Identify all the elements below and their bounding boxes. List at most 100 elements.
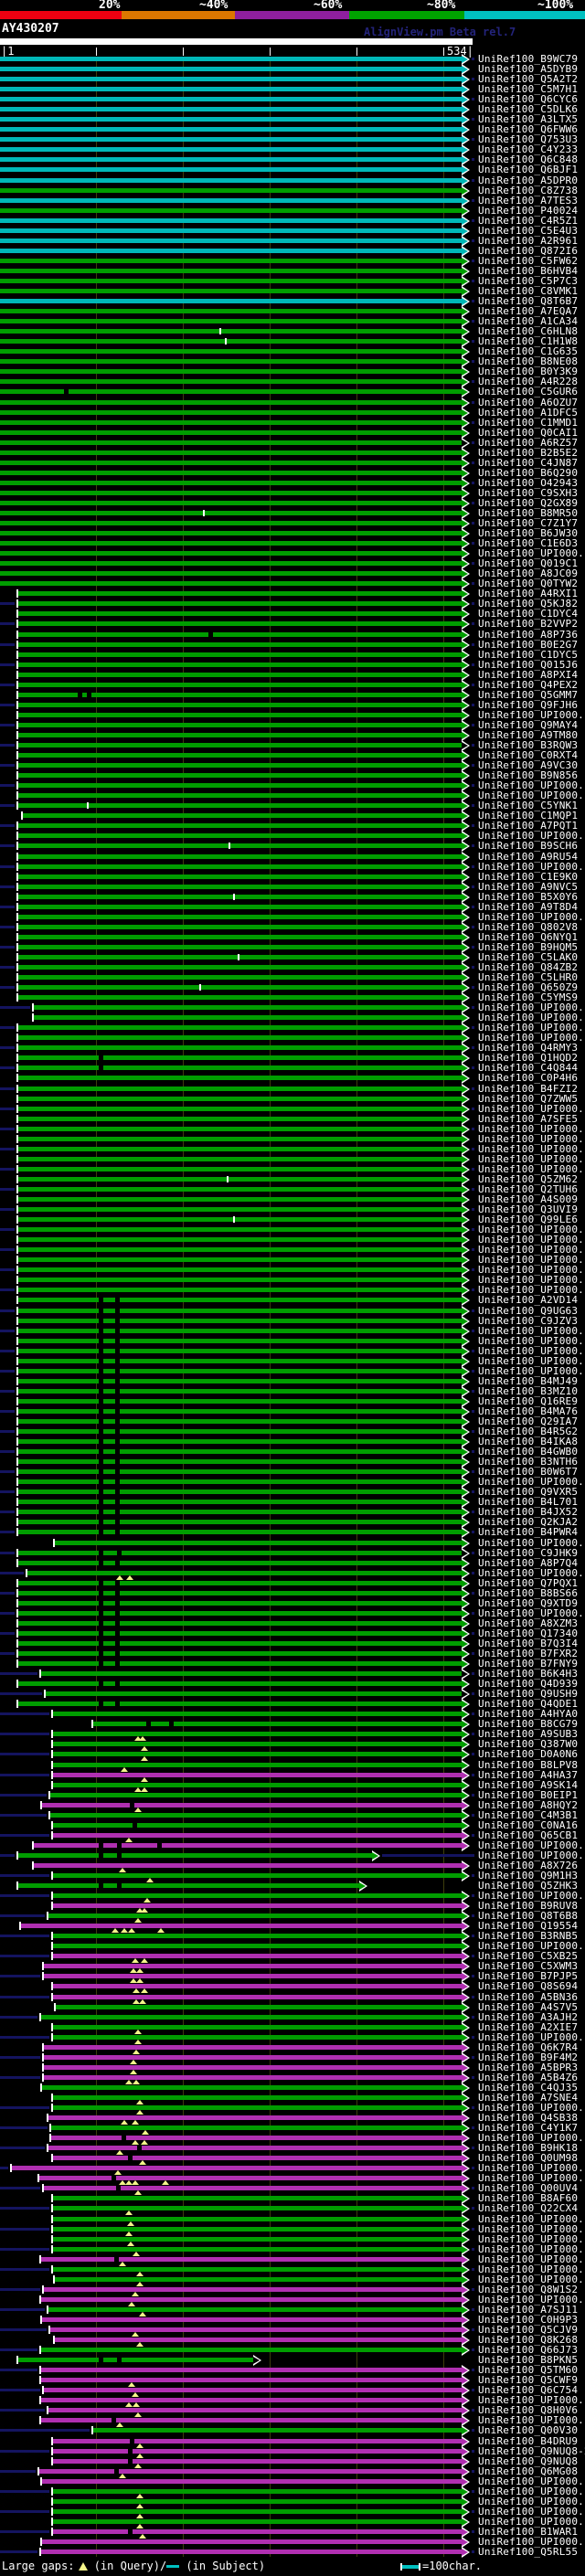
- hit-bar[interactable]: [0, 491, 462, 495]
- hit-label[interactable]: UniRef100_Q99LE6: [478, 1214, 579, 1225]
- hit-label[interactable]: UniRef100_C1MQP1: [478, 810, 579, 822]
- hit-bar[interactable]: [18, 1581, 462, 1585]
- hit-bar[interactable]: [18, 773, 462, 778]
- hit-bar[interactable]: [53, 1984, 462, 1988]
- hit-label[interactable]: UniRef100_C4JN87: [478, 457, 579, 469]
- hit-label[interactable]: UniRef100_Q0UM98: [478, 2152, 579, 2164]
- hit-label[interactable]: UniRef100_C9JHK9: [478, 1547, 579, 1559]
- hit-bar[interactable]: [18, 1025, 462, 1030]
- hit-bar[interactable]: [18, 945, 462, 949]
- hit-bar[interactable]: [0, 87, 462, 91]
- hit-label[interactable]: UniRef100_Q4D939: [478, 1678, 579, 1690]
- hit-bar[interactable]: [0, 107, 462, 111]
- hit-bar[interactable]: [53, 1995, 462, 1999]
- hit-label[interactable]: UniRef100_C1MMD1: [478, 417, 579, 429]
- hit-bar[interactable]: [53, 2237, 462, 2242]
- hit-bar[interactable]: [18, 1853, 372, 1858]
- hit-bar[interactable]: [18, 1369, 462, 1373]
- hit-bar[interactable]: [53, 2439, 462, 2443]
- hit-label[interactable]: UniRef100_A9SUB3: [478, 1728, 579, 1740]
- hit-label[interactable]: UniRef100_UPI000..: [478, 1850, 585, 1861]
- hit-bar[interactable]: [18, 1298, 462, 1302]
- hit-bar[interactable]: [0, 461, 462, 465]
- hit-bar[interactable]: [18, 2358, 253, 2362]
- hit-label[interactable]: UniRef100_B9F4M2: [478, 2051, 579, 2063]
- hit-label[interactable]: UniRef100_UPI000..: [478, 1345, 585, 1357]
- hit-label[interactable]: UniRef100_Q66J73: [478, 2344, 579, 2356]
- hit-bar[interactable]: [18, 1489, 462, 1494]
- hit-bar[interactable]: [18, 713, 462, 717]
- hit-label[interactable]: UniRef100_UPI000..: [478, 2223, 585, 2235]
- hit-label[interactable]: UniRef100_UPI000..: [478, 1224, 585, 1235]
- hit-bar[interactable]: [18, 1147, 462, 1151]
- hit-bar[interactable]: [0, 67, 462, 71]
- hit-label[interactable]: UniRef100_A9VC30: [478, 759, 579, 771]
- hit-bar[interactable]: [18, 1076, 462, 1080]
- hit-bar[interactable]: [18, 763, 462, 768]
- hit-bar[interactable]: [44, 2388, 462, 2392]
- hit-bar[interactable]: [51, 2125, 462, 2130]
- hit-label[interactable]: UniRef100_Q872I6: [478, 245, 579, 257]
- hit-label[interactable]: UniRef100_Q650Z9: [478, 981, 579, 993]
- hit-bar[interactable]: [18, 621, 462, 626]
- hit-bar[interactable]: [18, 1237, 462, 1242]
- hit-label[interactable]: UniRef100_Q84ZB2: [478, 961, 579, 973]
- hit-label[interactable]: UniRef100_Q9M1H3: [478, 1870, 579, 1882]
- hit-bar[interactable]: [18, 1510, 462, 1514]
- hit-label[interactable]: UniRef100_Q8W1S2: [478, 2284, 579, 2295]
- hit-bar[interactable]: [53, 1954, 462, 1958]
- hit-bar[interactable]: [18, 1530, 462, 1534]
- hit-label[interactable]: UniRef100_C1H1W8: [478, 335, 579, 347]
- hit-bar[interactable]: [0, 188, 462, 193]
- hit-label[interactable]: UniRef100_B7Q3I4: [478, 1638, 579, 1649]
- hit-bar[interactable]: [0, 178, 462, 183]
- hit-bar[interactable]: [42, 2479, 462, 2484]
- hit-bar[interactable]: [18, 642, 462, 647]
- hit-bar[interactable]: [53, 2095, 462, 2100]
- hit-label[interactable]: UniRef100_C4Y233: [478, 143, 579, 155]
- hit-bar[interactable]: [23, 813, 462, 818]
- hit-bar[interactable]: [53, 1944, 462, 1948]
- hit-label[interactable]: UniRef100_Q8S694: [478, 1980, 579, 1992]
- hit-bar[interactable]: [18, 591, 462, 596]
- hit-bar[interactable]: [0, 561, 462, 566]
- hit-bar[interactable]: [0, 289, 462, 293]
- hit-label[interactable]: UniRef100_A8X726: [478, 1860, 579, 1871]
- hit-bar[interactable]: [18, 1117, 462, 1121]
- hit-bar[interactable]: [18, 885, 462, 889]
- hit-label[interactable]: UniRef100_B9N856: [478, 769, 579, 781]
- hit-label[interactable]: UniRef100_C5P7C3: [478, 275, 579, 287]
- hit-label[interactable]: UniRef100_P40024: [478, 205, 579, 217]
- hit-bar[interactable]: [53, 1763, 462, 1767]
- hit-label[interactable]: UniRef100_UPI000..: [478, 1133, 585, 1145]
- hit-label[interactable]: UniRef100_B6JW30: [478, 527, 579, 539]
- hit-bar[interactable]: [93, 2428, 462, 2433]
- hit-label[interactable]: UniRef100_C1DYC4: [478, 608, 579, 620]
- hit-bar[interactable]: [53, 1903, 462, 1908]
- hit-bar[interactable]: [55, 2337, 462, 2342]
- hit-bar[interactable]: [18, 1187, 462, 1192]
- hit-label[interactable]: UniRef100_C5FW62: [478, 255, 579, 267]
- hit-label[interactable]: UniRef100_D0A0N6: [478, 1748, 579, 1760]
- hit-label[interactable]: UniRef100_B7PJP5: [478, 1970, 579, 1982]
- hit-bar[interactable]: [18, 632, 462, 637]
- hit-bar[interactable]: [18, 803, 462, 808]
- hit-bar[interactable]: [0, 339, 462, 344]
- hit-label[interactable]: UniRef100_Q3UVI9: [478, 1203, 579, 1215]
- hit-label[interactable]: UniRef100_A5BN36: [478, 1991, 579, 2003]
- hit-label[interactable]: UniRef100_C4R5Z1: [478, 215, 579, 227]
- hit-label[interactable]: UniRef100_A7SJ11: [478, 2304, 579, 2316]
- hit-label[interactable]: UniRef100_Q9FJH6: [478, 699, 579, 711]
- hit-label[interactable]: UniRef100_A8P736: [478, 629, 579, 641]
- hit-bar[interactable]: [41, 2368, 462, 2372]
- hit-label[interactable]: UniRef100_A9RU54: [478, 851, 579, 863]
- hit-bar[interactable]: [18, 1500, 462, 1504]
- hit-label[interactable]: UniRef100_Q019C1: [478, 557, 579, 569]
- hit-bar[interactable]: [34, 1015, 462, 1020]
- hit-label[interactable]: UniRef100_UPI000..: [478, 1607, 585, 1619]
- hit-label[interactable]: UniRef100_UPI000..: [478, 1274, 585, 1286]
- hit-label[interactable]: UniRef100_UPI000..: [478, 1163, 585, 1175]
- hit-label[interactable]: UniRef100_Q5ZM62: [478, 1173, 579, 1185]
- hit-bar[interactable]: [50, 1813, 462, 1818]
- hit-bar[interactable]: [18, 1359, 462, 1363]
